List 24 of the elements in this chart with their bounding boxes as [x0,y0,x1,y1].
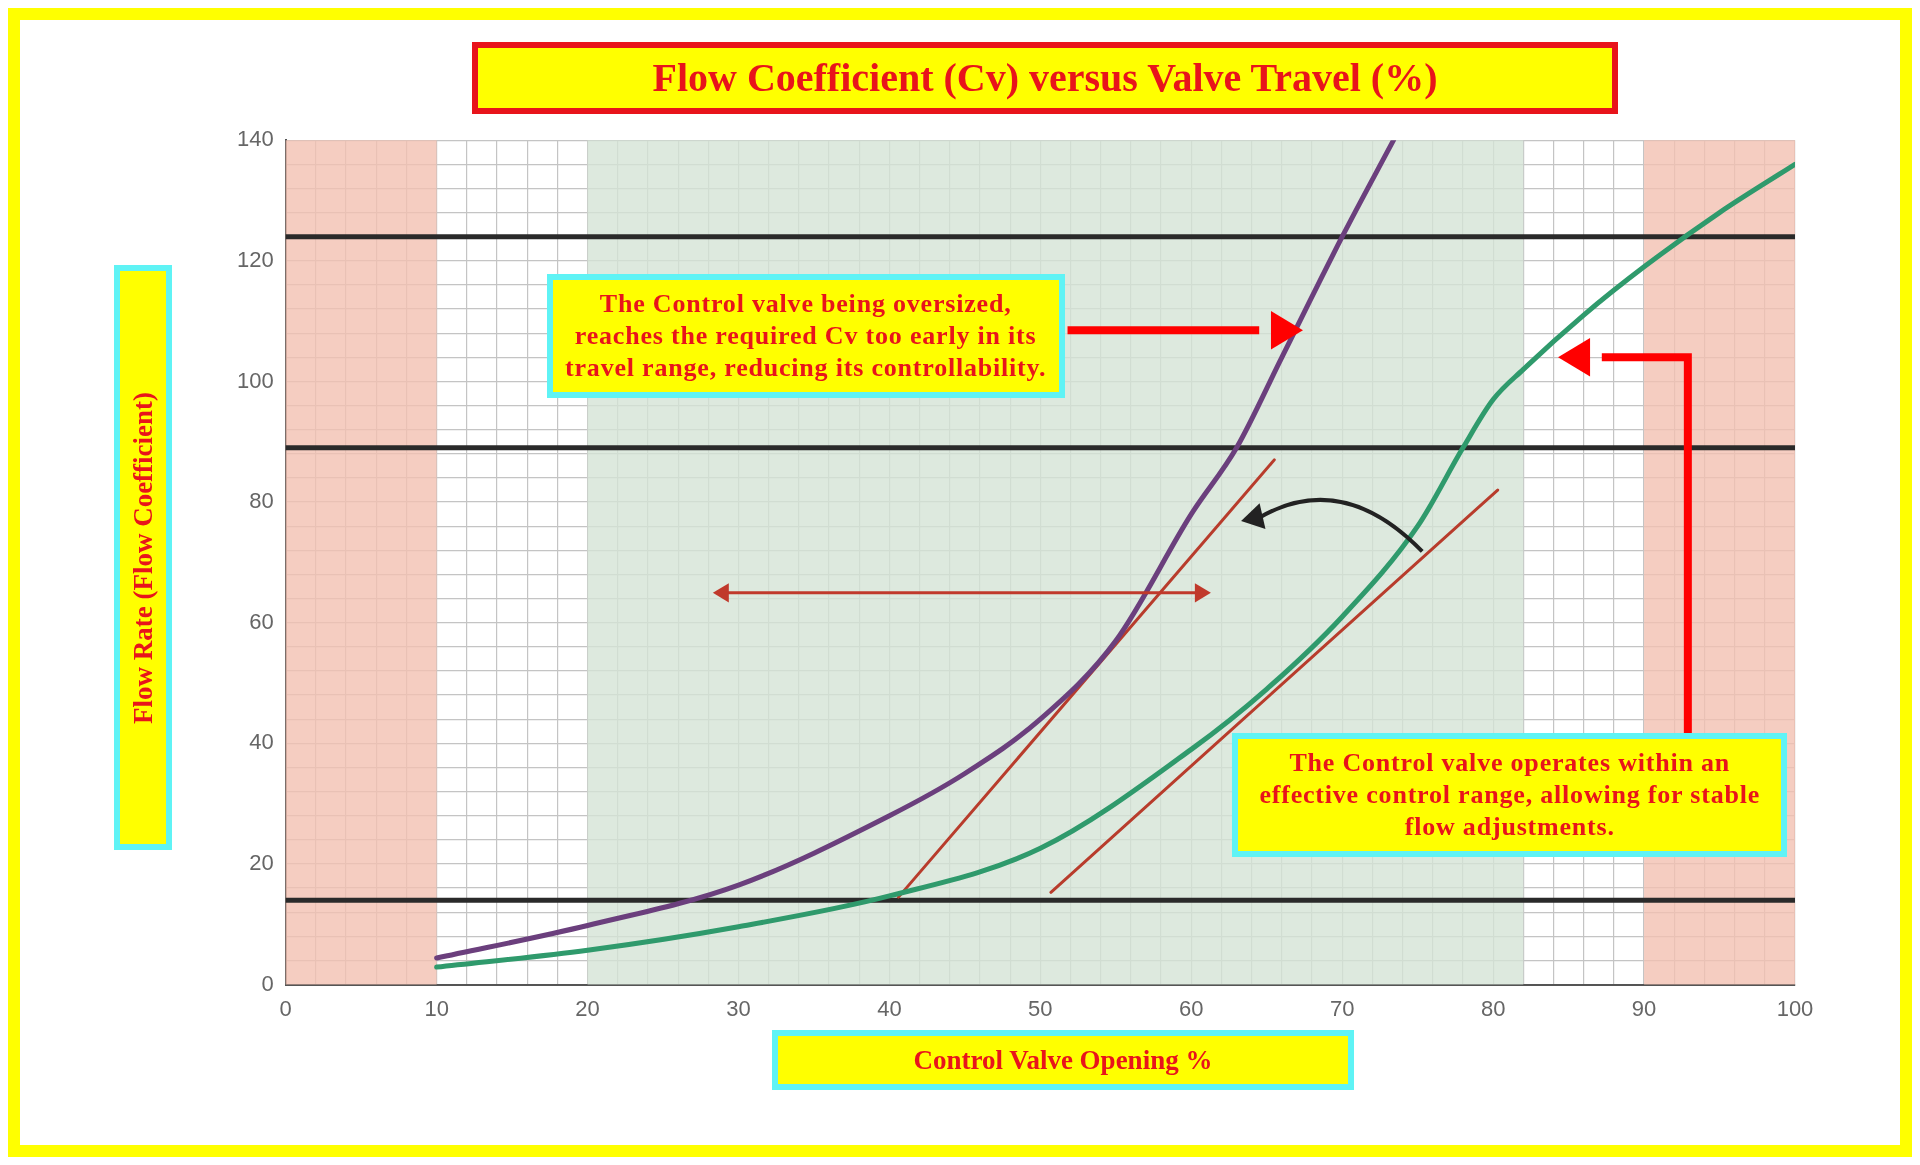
y-tick-label: 20 [249,850,274,876]
callout: The Control valve being oversized, reaches the required Cv too early in its travel range, reducing its controllability. [546,273,1065,398]
x-tick-label: 90 [1631,995,1657,1021]
x-axis-title: Control Valve Opening % [772,1030,1354,1090]
x-tick-label: 60 [1179,995,1204,1021]
y-tick-label: 140 [236,126,274,152]
x-tick-label: 50 [1028,995,1053,1021]
x-tick-label: 80 [1480,995,1506,1021]
x-tick-label: 70 [1329,995,1355,1021]
x-tick-label: 40 [877,995,902,1021]
x-tick-label: 30 [726,995,751,1021]
y-tick-label: 120 [236,246,274,272]
x-tick-label: 10 [424,995,449,1021]
x-tick-label: 0 [279,995,292,1021]
y-tick-label: 0 [261,970,274,996]
y-tick-label: 100 [236,367,274,393]
y-tick-label: 40 [249,729,274,755]
x-tick-label: 100 [1776,995,1814,1021]
chart-title: Flow Coefficient (Cv) versus Valve Travel (%) [472,42,1618,114]
y-tick-label: 60 [249,608,274,634]
x-tick-label: 20 [575,995,600,1021]
y-tick-label: 80 [249,488,274,514]
callout: The Control valve operates within an effective control range, allowing for stable flow adjustments. [1232,732,1788,857]
y-axis-title: Flow Rate (Flow Coefficient) [127,391,159,724]
